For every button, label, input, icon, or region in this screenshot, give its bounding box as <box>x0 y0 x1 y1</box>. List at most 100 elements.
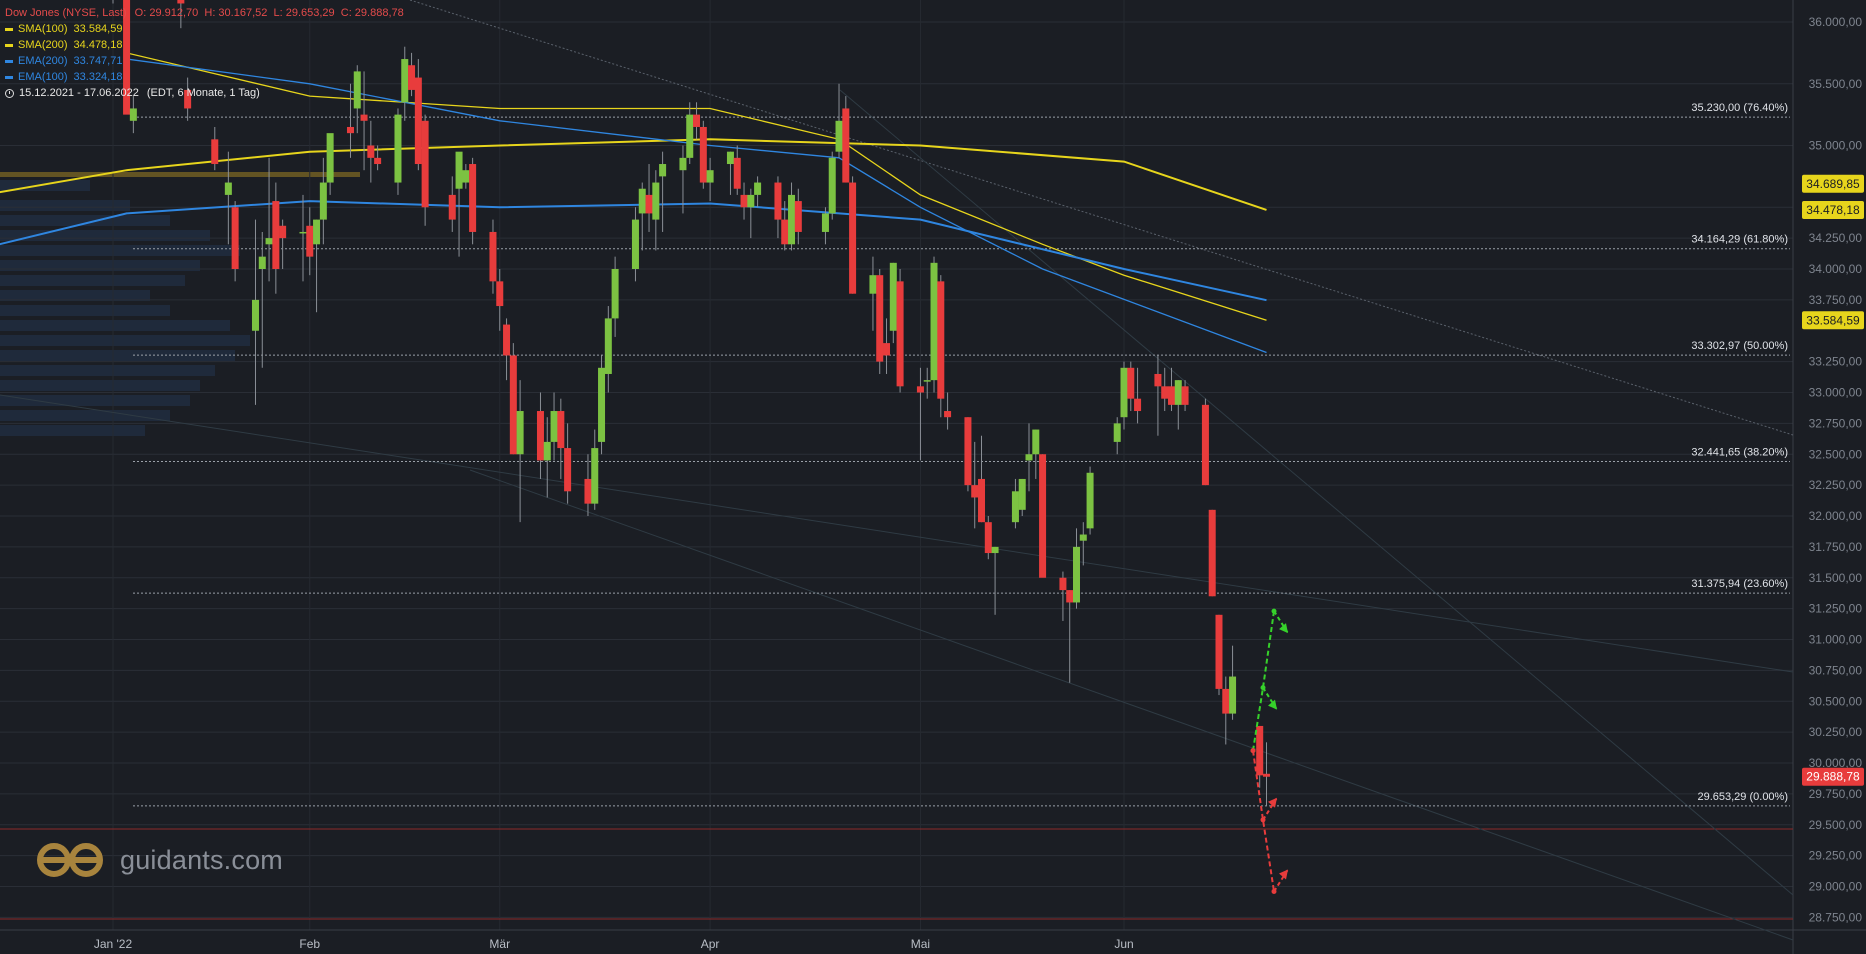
candle-body[interactable] <box>1134 398 1142 412</box>
candle-body[interactable] <box>1025 454 1033 461</box>
candle-body[interactable] <box>1032 429 1040 455</box>
candle-body[interactable] <box>1174 380 1182 405</box>
candle-body[interactable] <box>1011 491 1019 523</box>
candle-body[interactable] <box>1059 577 1067 591</box>
candle-body[interactable] <box>509 355 517 455</box>
candle-body[interactable] <box>346 126 354 134</box>
candle-body[interactable] <box>1086 472 1094 529</box>
candle-body[interactable] <box>937 281 945 399</box>
candle-body[interactable] <box>889 262 897 331</box>
candle-body[interactable] <box>1120 367 1128 418</box>
candle-body[interactable] <box>367 145 375 158</box>
candle-body[interactable] <box>896 281 904 387</box>
candle-body[interactable] <box>313 219 321 245</box>
candle-body[interactable] <box>754 182 762 195</box>
candle-body[interactable] <box>421 120 429 208</box>
candle-body[interactable] <box>733 157 741 189</box>
candle-body[interactable] <box>306 225 314 257</box>
candle-body[interactable] <box>652 182 660 220</box>
candle-body[interactable] <box>1154 373 1162 387</box>
candle-body[interactable] <box>706 170 714 183</box>
candle-body[interactable] <box>774 182 782 220</box>
candle-body[interactable] <box>835 120 843 152</box>
candle-body[interactable] <box>1208 509 1216 597</box>
legend-indicator-row[interactable]: SMA(100) 33.584,59 <box>5 21 404 37</box>
legend-indicator-row[interactable]: EMA(200) 33.747,71 <box>5 53 404 69</box>
candle-body[interactable] <box>401 59 409 103</box>
candle-body[interactable] <box>469 164 477 232</box>
candle-body[interactable] <box>353 71 361 109</box>
candle-body[interactable] <box>326 133 334 183</box>
candle-body[interactable] <box>1256 725 1264 776</box>
candle-body[interactable] <box>645 194 653 214</box>
candle-body[interactable] <box>788 194 796 245</box>
candle-body[interactable] <box>781 219 789 245</box>
candle-body[interactable] <box>659 164 667 177</box>
candle-body[interactable] <box>794 201 802 232</box>
candle-body[interactable] <box>611 269 619 319</box>
candle-body[interactable] <box>251 299 259 331</box>
candle-body[interactable] <box>1201 404 1209 486</box>
candle-body[interactable] <box>1079 534 1087 541</box>
candle-body[interactable] <box>821 213 829 232</box>
candle-body[interactable] <box>489 231 497 282</box>
candle-body[interactable] <box>883 343 891 356</box>
candle-body[interactable] <box>740 194 748 208</box>
candle-body[interactable] <box>279 225 287 239</box>
candle-body[interactable] <box>991 546 999 554</box>
candle-body[interactable] <box>869 275 877 294</box>
candle-body[interactable] <box>638 188 646 214</box>
candle-body[interactable] <box>543 441 551 461</box>
candle-body[interactable] <box>828 157 836 214</box>
candle-body[interactable] <box>978 478 986 523</box>
candle-body[interactable] <box>374 157 382 165</box>
candle-body[interactable] <box>394 114 402 183</box>
legend-indicator-row[interactable]: SMA(200) 34.478,18 <box>5 37 404 53</box>
candle-body[interactable] <box>503 324 511 356</box>
candle-body[interactable] <box>964 417 972 486</box>
candle-body[interactable] <box>265 238 273 245</box>
candle-body[interactable] <box>1215 614 1223 689</box>
candle-body[interactable] <box>231 207 239 269</box>
candle-body[interactable] <box>496 281 504 307</box>
candle-body[interactable] <box>408 65 416 90</box>
candle-body[interactable] <box>177 0 185 4</box>
candle-body[interactable] <box>591 448 599 504</box>
candle-body[interactable] <box>1066 590 1074 603</box>
candle-body[interactable] <box>679 157 687 171</box>
candle-body[interactable] <box>598 367 606 442</box>
candle-body[interactable] <box>272 201 280 269</box>
candle-body[interactable] <box>971 485 979 498</box>
candle-body[interactable] <box>944 411 952 418</box>
candle-body[interactable] <box>842 108 850 183</box>
candle-body[interactable] <box>930 262 938 381</box>
candle-body[interactable] <box>455 151 463 189</box>
candle-body[interactable] <box>211 139 219 165</box>
candle-body[interactable] <box>1262 773 1270 777</box>
candle-body[interactable] <box>747 194 755 208</box>
candle-body[interactable] <box>1018 478 1026 510</box>
legend-indicator-row[interactable]: EMA(100) 33.324,18 <box>5 69 404 85</box>
candle-body[interactable] <box>129 108 137 121</box>
candle-body[interactable] <box>516 411 524 455</box>
candle-body[interactable] <box>360 114 368 121</box>
candle-body[interactable] <box>1167 386 1175 405</box>
candle-body[interactable] <box>693 114 701 127</box>
candle-body[interactable] <box>448 194 456 220</box>
candle-body[interactable] <box>1181 386 1189 405</box>
candle-body[interactable] <box>1113 423 1121 442</box>
candle-body[interactable] <box>536 411 544 461</box>
candle-body[interactable] <box>849 182 857 294</box>
candle-body[interactable] <box>604 318 612 374</box>
candle-body[interactable] <box>224 182 232 195</box>
candle-body[interactable] <box>1222 688 1230 714</box>
candle-body[interactable] <box>414 77 422 165</box>
candle-body[interactable] <box>1039 454 1047 578</box>
instrument-title[interactable]: Dow Jones (NYSE, Last) <box>5 7 127 19</box>
candle-body[interactable] <box>923 380 931 382</box>
candle-body[interactable] <box>557 411 565 449</box>
candle-body[interactable] <box>299 231 307 234</box>
candle-body[interactable] <box>699 126 707 183</box>
candle-body[interactable] <box>123 0 131 115</box>
